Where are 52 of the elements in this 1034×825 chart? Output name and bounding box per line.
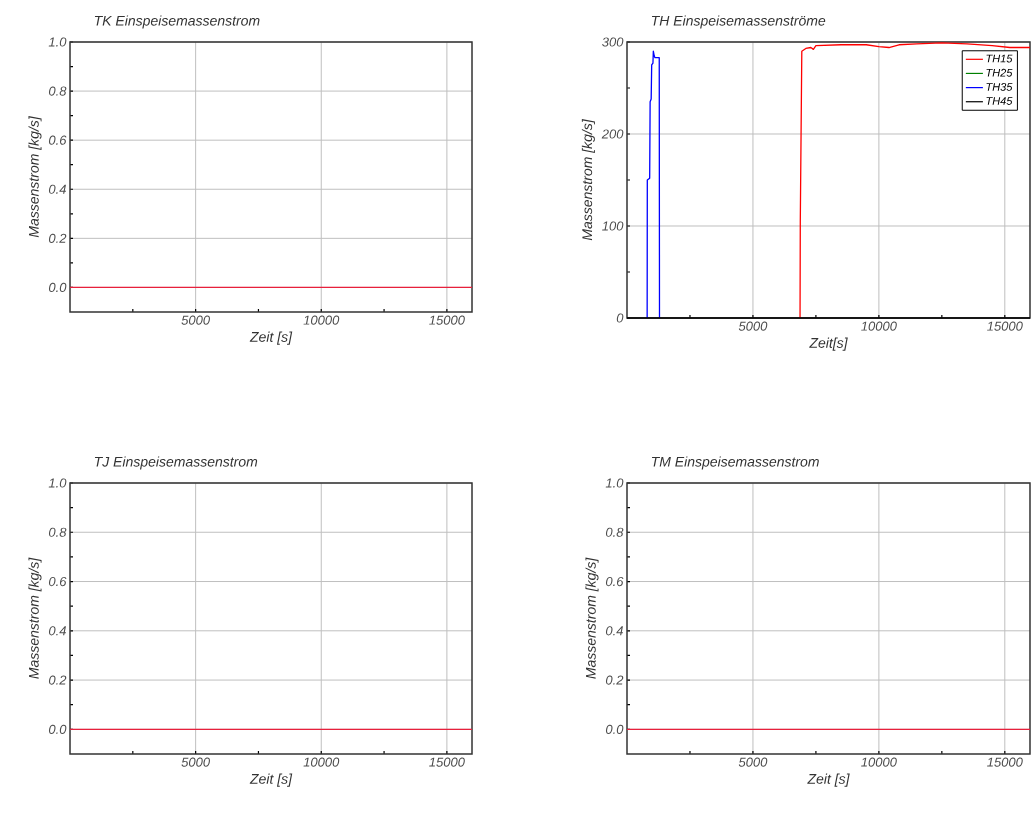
line-series	[799, 42, 1031, 319]
x-tick-label: 10000	[303, 757, 340, 767]
y-axis-title: Massenstrom [kg/s]	[28, 557, 42, 679]
y-tick-label: 0	[616, 313, 624, 323]
y-tick-label: 0.2	[48, 233, 67, 243]
y-tick-label: 0.0	[605, 724, 624, 734]
x-tick-label: 15000	[429, 315, 465, 325]
y-tick-label: 0.4	[48, 626, 66, 636]
y-tick-label: 300	[602, 37, 624, 47]
x-tick-label: 5000	[738, 757, 768, 767]
y-tick-label: 1.0	[605, 478, 624, 488]
x-tick-label: 15000	[987, 321, 1023, 331]
x-tick-label: 5000	[181, 315, 210, 325]
x-tick-label: 15000	[429, 757, 465, 767]
y-axis-title: Massenstrom [kg/s]	[585, 557, 599, 679]
legend-label: TH35	[986, 83, 1013, 91]
y-tick-label: 100	[602, 221, 624, 231]
y-axis-title: Massenstrom [kg/s]	[581, 119, 595, 241]
chart-title: TM Einspeisemassenstrom	[651, 456, 819, 470]
x-tick-label: 10000	[861, 321, 897, 331]
legend-label: TH45	[986, 97, 1013, 105]
legend-label: TH15	[986, 54, 1013, 63]
x-tick-label: 5000	[181, 757, 210, 767]
legend-label: TH25	[986, 68, 1013, 77]
x-tick-label: 15000	[987, 757, 1023, 767]
x-axis-title: Zeit [s]	[807, 773, 850, 787]
chart-title: TK Einspeisemassenstrom	[94, 15, 260, 29]
x-axis-title: Zeit [s]	[249, 331, 293, 345]
x-tick-label: 5000	[738, 321, 768, 331]
y-tick-label: 1.0	[48, 478, 67, 488]
y-tick-label: 0.6	[48, 576, 67, 587]
y-tick-label: 0.6	[48, 135, 67, 145]
y-tick-label: 0.0	[48, 282, 67, 293]
y-tick-label: 0.8	[48, 86, 67, 96]
y-tick-label: 0.8	[48, 527, 67, 537]
y-tick-label: 0.4	[605, 626, 623, 636]
y-tick-label: 0.8	[605, 527, 624, 537]
line-series	[646, 50, 661, 319]
y-axis-title: Massenstrom [kg/s]	[28, 116, 42, 238]
y-tick-label: 1.0	[48, 37, 67, 47]
chart-title: TH Einspeisemassenströme	[651, 15, 826, 29]
x-axis-title: Zeit [s]	[249, 773, 293, 787]
y-tick-label: 200	[601, 129, 624, 139]
x-axis-title: Zeit[s]	[809, 337, 848, 351]
chart-title: TJ Einspeisemassenstrom	[94, 456, 258, 470]
y-tick-label: 0.6	[605, 576, 624, 587]
y-tick-label: 0.0	[48, 724, 67, 734]
y-tick-label: 0.2	[605, 675, 624, 685]
y-tick-label: 0.2	[48, 675, 67, 685]
y-tick-label: 0.4	[48, 184, 66, 194]
x-tick-label: 10000	[861, 757, 897, 767]
x-tick-label: 10000	[303, 315, 340, 325]
